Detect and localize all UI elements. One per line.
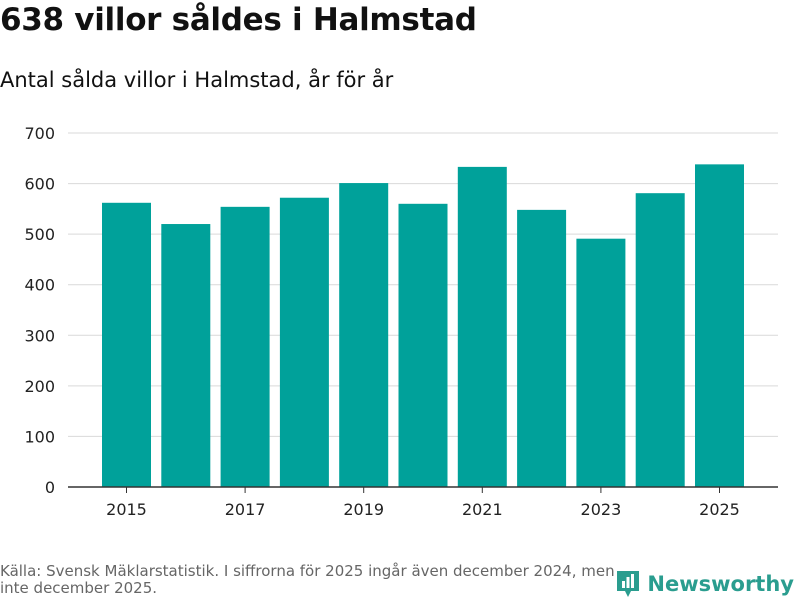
axes: 0 100 200 300 400 500 600 700 2015 2017 2019 2021 20…: [24, 124, 778, 519]
y-tick-label: 300: [24, 326, 55, 345]
x-tick-label: 2019: [343, 500, 384, 519]
x-tick-label: 2017: [225, 500, 266, 519]
bar-2020[interactable]: [398, 203, 448, 488]
chart-title: 638 villor såldes i Halmstad: [0, 2, 477, 38]
x-tick-label: 2025: [699, 500, 740, 519]
y-tick-label: 500: [24, 225, 55, 244]
bar-2018[interactable]: [279, 197, 329, 487]
bar-2025[interactable]: [695, 164, 744, 487]
bar-2017[interactable]: [220, 206, 270, 487]
y-tick-label: 200: [24, 377, 55, 396]
bar-2015[interactable]: [102, 202, 151, 487]
bar-2021[interactable]: [457, 166, 507, 487]
newsworthy-logo-icon: [617, 571, 640, 597]
x-tick-label: 2023: [581, 500, 622, 519]
chart-subtitle: Antal sålda villor i Halmstad, år för år: [0, 68, 394, 92]
y-tick-label: 700: [24, 124, 55, 143]
bar-2024[interactable]: [635, 193, 685, 487]
bar-2019[interactable]: [339, 183, 389, 487]
x-tick-label: 2015: [106, 500, 147, 519]
y-tick-label: 400: [24, 276, 55, 295]
y-tick-label: 100: [24, 427, 55, 446]
brand-name: Newsworthy: [647, 572, 794, 596]
source-note: Källa: Svensk Mäklarstatistik. I siffror…: [0, 562, 615, 597]
bars: [102, 164, 744, 488]
bar-2016[interactable]: [161, 224, 211, 487]
bar-2023[interactable]: [576, 238, 626, 487]
brand-logo[interactable]: Newsworthy: [615, 569, 794, 599]
x-tick-label: 2021: [462, 500, 503, 519]
bar-2022[interactable]: [517, 209, 567, 487]
y-tick-label: 600: [24, 175, 55, 194]
bar-chart: 0 100 200 300 400 500 600 700 2015 2017 2019 2021 20…: [24, 124, 778, 519]
y-tick-label: 0: [45, 478, 55, 497]
